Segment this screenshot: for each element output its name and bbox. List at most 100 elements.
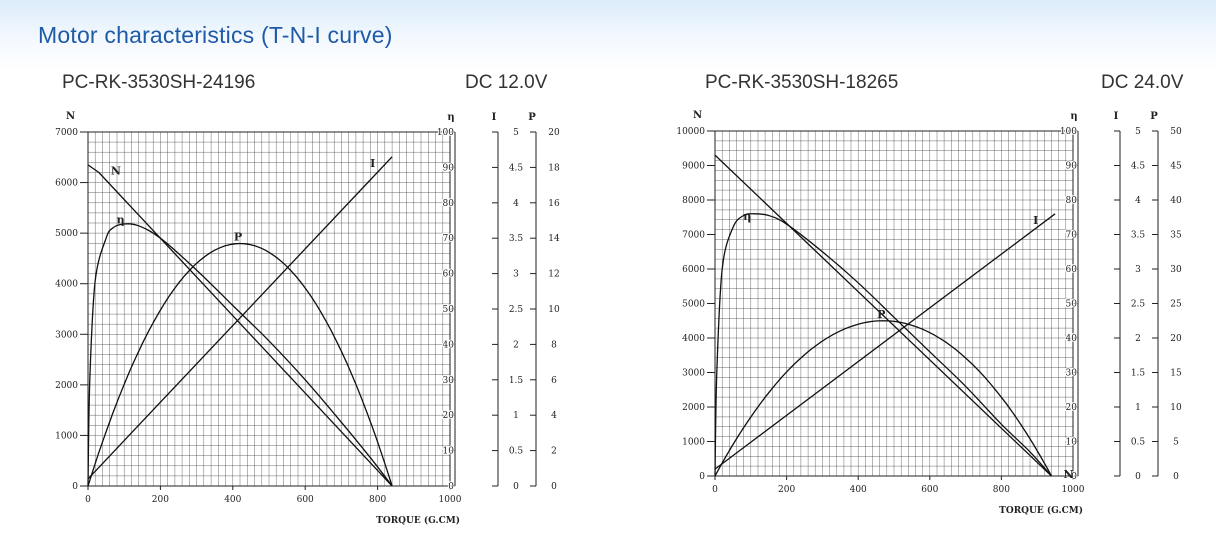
n-tick-label: 8000 [682, 196, 705, 206]
n-tick-label: 5000 [55, 229, 78, 239]
x-tick-label: 0 [85, 495, 91, 505]
eta-tick-label: 90 [443, 163, 455, 173]
p-tick-label: 5 [1173, 438, 1179, 448]
p-tick-label: 12 [548, 270, 559, 280]
chart-2-model: PC-RK-3530SH-18265 [705, 72, 899, 93]
p-tick-label: 20 [548, 128, 560, 138]
i-curve-label: I [1033, 214, 1038, 227]
p-tick-label: 4 [551, 411, 557, 421]
eta-tick-label: 10 [443, 447, 455, 457]
n-tick-label: 6000 [682, 265, 705, 275]
x-tick-label: 200 [152, 495, 169, 505]
p-tick-label: 35 [1170, 231, 1182, 241]
n-tick-label: 3000 [55, 330, 78, 340]
n-tick-label: 7000 [682, 231, 705, 241]
eta-tick-label: 100 [437, 128, 454, 138]
x-tick-label: 0 [712, 485, 718, 495]
p-axis-label: P [528, 112, 536, 123]
i-tick-label: 0 [513, 482, 519, 492]
eta-tick-label: 30 [443, 376, 455, 386]
n-tick-label: 4000 [55, 280, 78, 290]
x-tick-label: 800 [993, 485, 1010, 495]
eta-tick-label: 10 [1066, 438, 1078, 448]
eta-tick-label: 90 [1066, 162, 1078, 172]
n-tick-label: 6000 [55, 179, 78, 189]
p-tick-label: 15 [1170, 369, 1182, 379]
p-tick-label: 10 [1170, 403, 1182, 413]
series-p-line [87, 242, 393, 487]
x-tick-label: 600 [297, 495, 314, 505]
i-tick-label: 5 [1135, 127, 1141, 137]
n-tick-label: 5000 [682, 300, 705, 310]
n-curve-label: N [111, 164, 121, 177]
page-title: Motor characteristics (T-N-I curve) [38, 22, 393, 48]
eta-tick-label: 80 [1066, 196, 1078, 206]
x-tick-label: 600 [921, 485, 938, 495]
grid-lines [87, 131, 451, 487]
eta-tick-label: 40 [1066, 334, 1078, 344]
p-tick-label: 45 [1170, 162, 1182, 172]
eta-axis-label: η [447, 112, 454, 123]
i-tick-label: 5 [513, 128, 519, 138]
eta-tick-label: 40 [443, 340, 455, 350]
p-tick-label: 50 [1170, 127, 1182, 137]
eta-tick-label: 50 [1066, 300, 1078, 310]
series-n-line [714, 154, 1052, 477]
n-tick-label: 7000 [55, 128, 78, 138]
i-tick-label: 3 [513, 270, 519, 280]
i-tick-label: 3 [1135, 265, 1141, 275]
i-tick-label: 0.5 [509, 447, 524, 457]
x-tick-label: 400 [224, 495, 241, 505]
x-tick-label: 800 [369, 495, 386, 505]
p-tick-label: 0 [551, 482, 557, 492]
x-axis-label: TORQUE (G.CM) [376, 515, 460, 526]
n-axis-label: N [693, 110, 702, 121]
eta-tick-label: 60 [443, 270, 455, 280]
i-tick-label: 1 [1135, 403, 1141, 413]
i-tick-label: 1.5 [509, 376, 524, 386]
eta-axis-label: η [1070, 111, 1077, 122]
x-tick-label: 1000 [439, 495, 462, 505]
series-i-line [714, 213, 1056, 470]
series-eta-line [714, 213, 1052, 477]
i-tick-label: 3.5 [509, 234, 524, 244]
n-tick-label: 1000 [682, 438, 705, 448]
eta-tick-label: 0 [1071, 472, 1077, 482]
i-tick-label: 2.5 [1131, 300, 1146, 310]
p-tick-label: 10 [548, 305, 560, 315]
chart-2-voltage: DC 24.0V [1101, 72, 1184, 93]
n-tick-label: 10000 [676, 127, 705, 137]
eta-tick-label: 60 [1066, 265, 1078, 275]
series-i-line [87, 156, 393, 480]
n-tick-label: 2000 [682, 403, 705, 413]
i-tick-label: 2.5 [509, 305, 524, 315]
x-tick-label: 400 [850, 485, 867, 495]
eta-tick-label: 100 [1060, 127, 1077, 137]
series-eta-line [87, 223, 393, 487]
p-curve-label: P [234, 231, 242, 244]
eta-tick-label: 80 [443, 199, 455, 209]
n-tick-label: 4000 [682, 334, 705, 344]
x-axis-label: TORQUE (G.CM) [999, 505, 1083, 516]
p-tick-label: 18 [548, 163, 560, 173]
p-tick-label: 2 [551, 447, 557, 457]
n-tick-label: 0 [699, 472, 705, 482]
i-axis-label: I [1114, 111, 1119, 122]
eta-curve-label: η [743, 210, 751, 223]
i-tick-label: 2 [513, 340, 519, 350]
n-tick-label: 2000 [55, 381, 78, 391]
eta-tick-label: 30 [1066, 369, 1078, 379]
n-tick-label: 0 [72, 482, 78, 492]
n-tick-label: 3000 [682, 369, 705, 379]
i-tick-label: 1 [513, 411, 519, 421]
chart-1-voltage: DC 12.0V [465, 72, 548, 93]
eta-tick-label: 70 [443, 234, 455, 244]
n-axis-label: N [66, 111, 75, 122]
series-p-line [714, 320, 1053, 477]
eta-tick-label: 70 [1066, 231, 1078, 241]
p-tick-label: 40 [1170, 196, 1182, 206]
i-tick-label: 1.5 [1131, 369, 1146, 379]
p-tick-label: 25 [1170, 300, 1182, 310]
eta-tick-label: 0 [448, 482, 454, 492]
p-tick-label: 20 [1170, 334, 1182, 344]
